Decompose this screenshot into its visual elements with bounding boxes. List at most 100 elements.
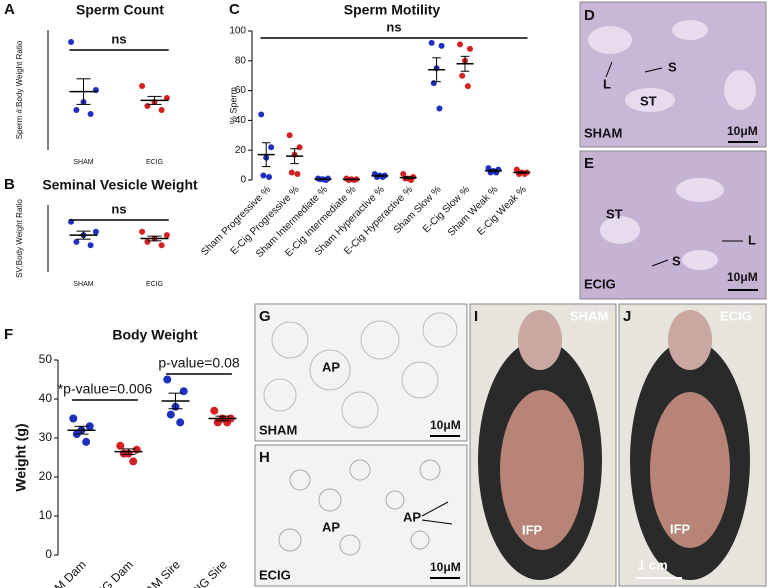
data-point: [87, 111, 94, 117]
image-label: ST: [606, 206, 623, 221]
condition-label: ECIG: [720, 308, 752, 323]
data-point: [457, 41, 464, 48]
panel-label: J: [623, 308, 631, 325]
y-tick-label: 30: [39, 430, 53, 444]
panel-label: G: [259, 308, 271, 325]
y-tick-label: 100: [229, 26, 246, 37]
image: [254, 444, 468, 587]
histology-e: E ST L S ECIG 10μM: [579, 150, 767, 300]
scale-label: 10μM: [430, 418, 461, 432]
chart-title: Sperm Count: [76, 2, 164, 18]
data-point: [213, 418, 222, 427]
mouse-i: I SHAM IFP: [469, 303, 617, 587]
chart-title: Seminal Vesicle Weight: [42, 177, 198, 193]
data-point: [73, 107, 80, 113]
x-tick-label: SHAM Dam: [34, 557, 89, 588]
condition-label: SHAM: [570, 308, 608, 323]
arrow: [421, 519, 453, 525]
data-point: [210, 406, 219, 415]
scale-label: 10μM: [727, 270, 758, 284]
data-point: [296, 144, 303, 151]
data-point: [158, 242, 165, 249]
data-point: [158, 107, 165, 113]
image-label: AP: [322, 519, 340, 534]
data-point: [132, 445, 141, 454]
image-label: L: [748, 232, 756, 247]
arrow: [644, 67, 663, 73]
scale-label: 1 cm: [638, 557, 668, 572]
panel-label: H: [259, 449, 270, 466]
histology-d: D L S ST SHAM 10μM: [579, 1, 767, 148]
image-label: ST: [640, 93, 657, 108]
panel-label: B: [4, 176, 15, 193]
data-point: [430, 80, 437, 87]
data-point: [179, 387, 188, 396]
data-point: [400, 171, 407, 178]
y-tick-label: 10: [39, 508, 53, 522]
x-tick-label: E-Cig Weak %: [475, 184, 529, 238]
y-tick-label: 40: [235, 115, 247, 126]
data-point: [513, 166, 520, 173]
image-label: AP: [403, 509, 421, 524]
data-point: [322, 177, 329, 183]
panel-label: F: [4, 326, 13, 343]
data-point: [436, 105, 443, 112]
x-tick-label: ECIG Sire: [182, 557, 230, 588]
condition-label: SHAM: [259, 422, 297, 437]
image-label: AP: [322, 359, 340, 374]
y-tick-label: 40: [39, 391, 53, 405]
image-label: S: [672, 253, 681, 268]
annotation: *p-value=0.006: [58, 381, 153, 397]
condition-label: ECIG: [584, 276, 616, 291]
y-axis-label: % Sperm: [228, 87, 238, 124]
data-point: [139, 228, 146, 235]
arrow: [421, 501, 449, 517]
condition-label: SHAM: [584, 125, 622, 140]
image-label: S: [668, 59, 677, 74]
y-tick-label: 0: [240, 175, 246, 186]
data-point: [144, 238, 151, 245]
annotation: ns: [386, 19, 401, 34]
data-point: [163, 375, 172, 384]
data-point: [82, 437, 91, 446]
annotation: p-value=0.08: [158, 355, 240, 371]
chart-title: Sperm Motility: [344, 2, 441, 18]
scale-label: 10μM: [430, 560, 461, 574]
data-point: [466, 45, 473, 52]
data-point: [69, 414, 78, 423]
y-tick-label: 60: [235, 85, 247, 96]
scale-label: 10μM: [727, 124, 758, 138]
data-point: [464, 83, 471, 90]
arrow: [605, 61, 613, 78]
data-point: [294, 171, 301, 178]
data-point: [129, 457, 138, 466]
data-point: [428, 39, 435, 46]
image-label: L: [603, 76, 611, 91]
x-tick-label: Sham Weak %: [446, 184, 500, 238]
data-point: [116, 441, 125, 450]
panel-label: A: [4, 1, 15, 18]
data-point: [166, 410, 175, 419]
panel-label: I: [474, 308, 478, 325]
data-point: [163, 95, 170, 101]
data-point: [268, 144, 275, 151]
y-axis-label: Sperm #:Body Weight Ratio: [15, 40, 24, 139]
data-point: [119, 449, 128, 458]
x-tick-label: SHAM: [73, 281, 93, 288]
image: [254, 303, 468, 442]
panel-label: C: [229, 1, 240, 18]
data-point: [459, 72, 466, 79]
annotation: ns: [111, 201, 126, 216]
data-point: [266, 174, 273, 181]
data-point: [438, 42, 445, 49]
annotation: ns: [111, 31, 126, 46]
y-tick-label: 20: [39, 469, 53, 483]
adipose-h: H AP AP ECIG 10μM: [254, 444, 468, 587]
data-point: [68, 39, 75, 45]
x-tick-label: SHAM: [73, 159, 93, 166]
arrow: [651, 259, 669, 267]
data-point: [85, 422, 94, 431]
data-point: [163, 232, 170, 239]
adipose-g: G AP SHAM 10μM: [254, 303, 468, 442]
